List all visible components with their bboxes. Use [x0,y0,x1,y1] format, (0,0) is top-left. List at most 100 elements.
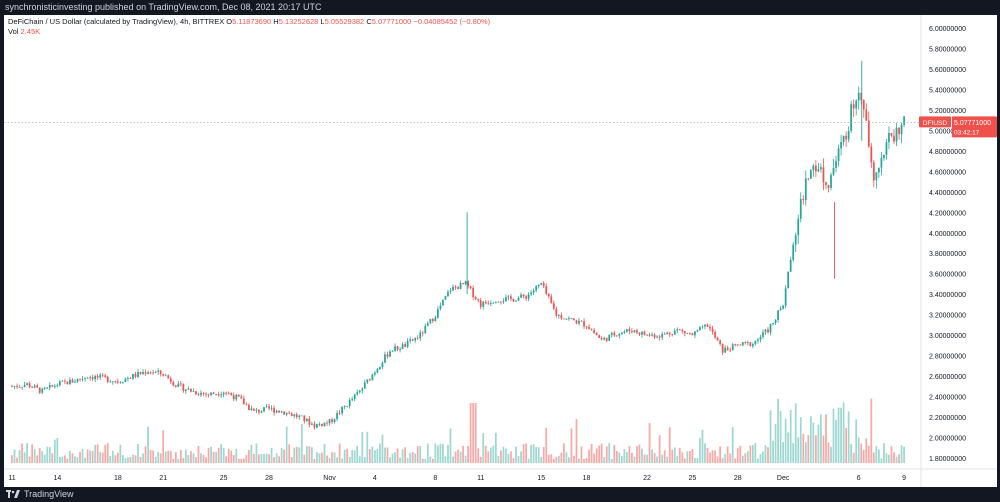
candle-body [877,167,880,173]
candle-body [154,371,157,373]
candle-body [132,373,134,379]
candle-body [255,409,258,411]
volume-bar [253,453,255,463]
volume-bar [159,453,162,463]
volume-bar [389,457,391,463]
volume-bar [885,453,888,463]
candle-body [424,325,427,334]
candle-body [426,323,429,326]
candle-body [623,331,626,333]
volume-bar [721,458,724,463]
candle-body [661,333,664,338]
candle-body [870,146,873,163]
candle-body [472,287,475,298]
volume-bar [860,443,863,463]
volume-bar [225,456,228,463]
volume-bar [751,445,754,463]
volume-bar [331,452,333,463]
volume-bar [300,423,303,463]
volume-bar [424,458,427,463]
candle-body [847,130,850,140]
volume-bar [683,458,686,463]
candle-body [699,327,701,331]
volume-bar [217,447,220,463]
time-tick-label: 15 [537,475,545,482]
volume-bar [855,419,858,463]
volume-bar [479,456,482,463]
volume-bar [817,424,820,463]
volume-bar [555,456,558,463]
candle-body [875,172,878,181]
candle-body [499,301,502,303]
candle-body [328,419,331,424]
candle-body [363,382,366,389]
candle-body [651,334,653,336]
volume-bar [895,456,898,463]
volume-bar [484,445,487,463]
volume-bar [568,457,570,463]
volume-bar [744,453,747,463]
volume-bar [807,435,810,463]
tradingview-logo[interactable]: TradingView [6,486,74,502]
price-tag-symbol-box [919,116,951,128]
volume-bar [900,445,903,463]
price-tick-label: 5.40000000 [929,87,966,94]
volume-bar [295,446,298,463]
candle-body [293,414,296,417]
volume-bar [333,452,336,463]
candle-body [222,392,225,395]
candle-body [532,290,535,293]
time-tick-label: 4 [373,475,377,482]
candle-body [694,331,696,336]
volume-bar [215,451,218,463]
legend-open: 5.11873690 [232,17,273,26]
legend-high-label: H [273,17,278,26]
volume-bar [101,452,104,463]
candle-body [265,406,268,408]
candlestick-chart[interactable]: 6.00000000 5.80000000 5.60000000 5.40000000… [4,15,997,487]
legend-close: 5.07771000 [372,17,414,26]
time-tick-label: 9 [902,475,906,482]
candle-body [381,362,384,368]
volume-bar [142,453,144,463]
candle-body [348,400,351,407]
volume-bar [336,457,338,463]
volume-bar [230,450,233,463]
candle-body [852,104,855,109]
candle-body [79,378,81,380]
volume-bar [316,452,318,463]
volume-bar [489,447,492,463]
volume-bar [668,427,671,463]
candle-body [814,165,817,172]
volume-bar [852,452,855,463]
candle-body [56,385,59,387]
volume-bar [835,420,837,463]
legend-volume: Vol 2.45K [8,27,40,36]
volume-bar [729,453,732,463]
candle-body [86,377,89,379]
price-tick-label: 3.80000000 [929,251,966,258]
volume-bar [562,443,565,463]
volume-bar [202,454,205,463]
candle-body [290,413,293,417]
volume-bar [28,456,31,463]
candle-body [313,423,316,428]
volume-bar [321,452,323,463]
candle-body [678,329,681,331]
volume-bar [444,456,447,463]
candle-body [197,394,200,395]
candle-body [799,199,802,219]
volume-bar [487,451,490,463]
candle-body [784,288,787,306]
volume-bar [525,443,527,463]
volume-bar [797,437,800,463]
time-tick-label: 18 [114,475,122,482]
price-tag-box [952,116,997,138]
candle-body [565,318,568,320]
volume-bar [822,435,825,463]
candle-body [220,394,223,396]
volume-bar [769,410,772,463]
volume-bar [618,452,621,463]
volume-bar [893,452,895,463]
volume-bar [661,454,664,463]
